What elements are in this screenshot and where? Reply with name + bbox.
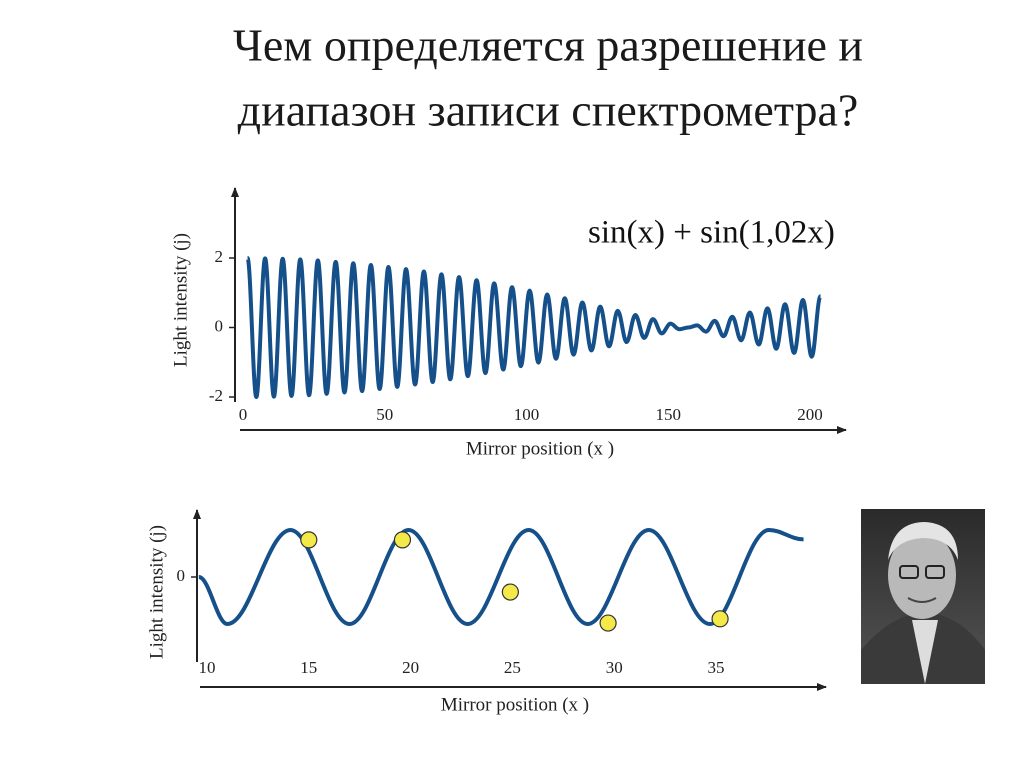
x-tick-label: 15 (300, 658, 317, 677)
line-series (198, 528, 804, 626)
x-tick-label: 0 (239, 405, 248, 424)
sample-point (501, 583, 519, 601)
x-axis-label: Mirror position (x ) (466, 438, 614, 459)
sample-point (300, 531, 318, 549)
x-tick-label: 10 (199, 658, 216, 677)
y-tick-label: -2 (209, 386, 223, 405)
x-tick-label: 20 (402, 658, 419, 677)
line-series (245, 256, 823, 399)
y-tick-label: 0 (177, 566, 186, 585)
x-axis-label: Mirror position (x ) (441, 694, 589, 715)
portrait-photo (861, 509, 985, 684)
y-axis-label: Light intensity (j) (146, 525, 167, 659)
y-tick-label: 0 (215, 316, 224, 335)
sample-point (711, 610, 729, 628)
x-tick-label: 100 (514, 405, 540, 424)
x-tick-label: 150 (656, 405, 682, 424)
sample-point (393, 531, 412, 549)
slide-title: диапазон записи спектрометра? (238, 85, 859, 136)
y-axis-label: Light intensity (j) (170, 233, 191, 367)
x-tick-label: 25 (504, 658, 521, 677)
x-tick-label: 50 (376, 405, 393, 424)
sample-point (599, 614, 617, 632)
formula-annotation: sin(x) + sin(1,02x) (588, 215, 835, 251)
y-tick-label: 2 (215, 247, 224, 266)
x-tick-label: 200 (797, 405, 823, 424)
x-tick-label: 30 (606, 658, 623, 677)
slide-title: Чем определяется разрешение и (233, 20, 863, 71)
x-tick-label: 35 (708, 658, 725, 677)
